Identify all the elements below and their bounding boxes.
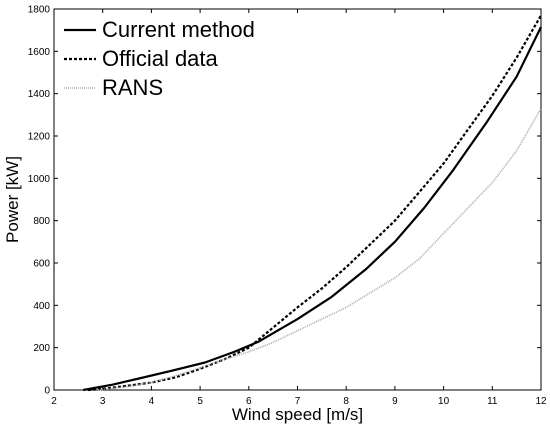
y-tick-label: 400	[33, 301, 50, 312]
y-tick-label: 800	[33, 216, 50, 227]
y-tick-label: 1800	[28, 5, 51, 16]
x-tick-label: 8	[343, 396, 349, 407]
x-tick-label: 6	[246, 396, 252, 407]
plot-area: 2 3 4 5 6 7 8 9 10 11 12 0 200 400 600 800 1000 1200 1400 1…	[3, 5, 547, 425]
x-tick-label: 3	[100, 396, 106, 407]
x-tick-label: 10	[438, 396, 450, 407]
y-tick-label: 1400	[28, 89, 51, 100]
y-tick-label: 1000	[28, 174, 51, 185]
series-line-current-method	[83, 26, 542, 392]
y-tick-label: 600	[33, 259, 50, 270]
x-tick-label: 2	[51, 396, 57, 407]
x-tick-label: 12	[535, 396, 547, 407]
y-tick-label: 200	[33, 343, 50, 354]
x-tick-label: 9	[392, 396, 398, 407]
x-axis-label: Wind speed [m/s]	[232, 405, 363, 424]
x-tick-label: 11	[487, 396, 498, 407]
series-line-official-data	[88, 14, 542, 392]
y-axis-label: Power [kW]	[3, 156, 22, 243]
y-tick-label: 0	[44, 386, 50, 397]
series-line-rans	[97, 108, 542, 391]
legend-label-official-data: Official data	[102, 46, 219, 71]
y-tick-label: 1600	[28, 47, 51, 58]
legend-label-current-method: Current method	[102, 17, 255, 42]
legend-label-rans: RANS	[102, 75, 163, 100]
x-tick-label: 4	[149, 396, 155, 407]
y-tick-label: 1200	[28, 132, 51, 143]
x-tick-label: 5	[197, 396, 203, 407]
x-tick-label: 7	[295, 396, 301, 407]
